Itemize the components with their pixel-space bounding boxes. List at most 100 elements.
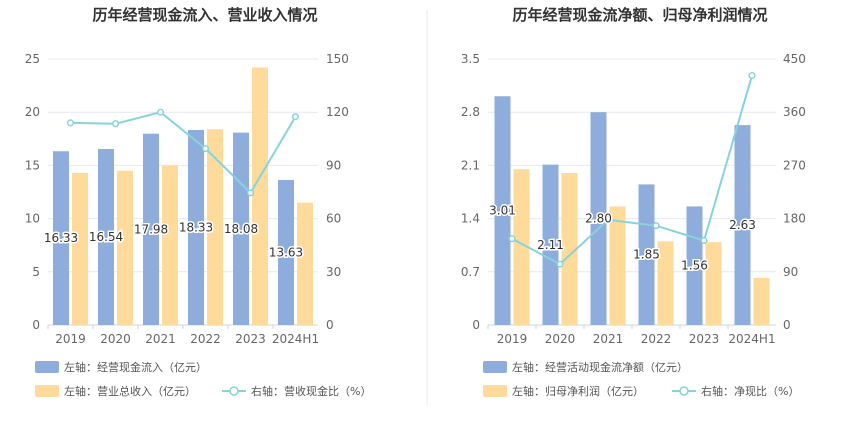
right-axis-tick-label: 150 — [326, 52, 349, 66]
bar-data-label: 1.56 — [681, 259, 708, 273]
legend-label-series-3: 右轴：净现比（%） — [701, 384, 799, 398]
line-point — [111, 120, 120, 128]
legend-swatch-series-1 — [35, 361, 59, 373]
left-axis-tick-label: 25 — [25, 52, 40, 66]
bar-series-1 — [143, 133, 159, 325]
bar-series-1 — [638, 184, 655, 325]
left-axis-tick-label: 0 — [472, 318, 480, 332]
right-axis-tick-label: 360 — [783, 105, 806, 119]
line-point — [556, 260, 564, 268]
bar-series-1 — [542, 164, 559, 325]
x-axis-category-label: 2021 — [145, 332, 176, 346]
x-axis-category-label: 2024H1 — [728, 332, 775, 346]
x-axis-category-label: 2023 — [689, 332, 720, 346]
legend-swatch-line-marker — [679, 386, 689, 396]
left-axis-tick-label: 5 — [32, 265, 40, 279]
legend: 左轴：经营现金流入（亿元） 左轴：营业总收入（亿元） 右轴：营收现金比（%） — [35, 360, 371, 398]
bar-series-2 — [252, 67, 268, 326]
left-axis-tick-label: 0 — [32, 318, 40, 332]
bar-series-2 — [705, 242, 722, 325]
bar-data-label: 16.33 — [44, 231, 78, 245]
x-axis-category-label: 2019 — [55, 332, 86, 346]
bar-data-label: 2.80 — [585, 212, 612, 226]
x-axis-category-label: 2022 — [641, 332, 672, 346]
bar-series-1 — [53, 151, 69, 325]
right-axis-tick-label: 30 — [326, 265, 341, 279]
bar-series-1 — [590, 112, 607, 325]
legend-label-series-3: 右轴：营收现金比（%） — [251, 384, 371, 398]
line-point — [748, 72, 756, 80]
chart-title: 历年经营现金流净额、归母净利润情况 — [512, 6, 767, 24]
x-axis-category-label: 2020 — [545, 332, 576, 346]
line-point — [604, 216, 612, 224]
bar-series-2 — [72, 172, 88, 325]
line-series — [70, 111, 297, 195]
left-axis-tick-label: 3.5 — [461, 52, 480, 66]
legend-label-series-1: 左轴：经营活动现金流净额（亿元） — [512, 360, 688, 374]
bar-series-1 — [734, 125, 751, 326]
left-axis-tick-label: 2.1 — [461, 158, 480, 172]
right-axis-tick-label: 90 — [326, 158, 341, 172]
bar-series-2 — [117, 170, 133, 325]
bar-series-1 — [98, 149, 114, 325]
bar-series-2 — [207, 129, 223, 325]
line-point — [156, 108, 165, 116]
left-axis-tick-label: 1.4 — [461, 212, 480, 226]
left-axis-tick-label: 15 — [25, 158, 40, 172]
line-series — [511, 75, 753, 266]
line-point — [700, 236, 708, 245]
bar-data-label: 17.98 — [134, 222, 168, 236]
x-axis-category-label: 2019 — [497, 332, 528, 346]
x-axis-category-label: 2024H1 — [272, 332, 319, 346]
line-point — [246, 189, 255, 197]
right-axis-tick-label: 90 — [783, 265, 798, 279]
legend-swatch-line-marker — [229, 386, 239, 396]
x-axis-category-label: 2021 — [593, 332, 624, 346]
bar-series-2 — [513, 169, 530, 325]
line-point — [66, 119, 75, 127]
legend-label-series-2: 左轴：归母净利润（亿元） — [512, 384, 644, 398]
x-axis-category-label: 2022 — [190, 332, 221, 346]
chart-panel-2: 历年经营现金流净额、归母净利润情况 0 0 0.7 90 1.4 180 2.1 270 2.8 3… — [461, 6, 806, 398]
x-axis-category-label: 2020 — [100, 332, 131, 346]
bar-series-1 — [278, 179, 294, 325]
bar-series-2 — [609, 206, 626, 325]
left-axis-tick-label: 2.8 — [461, 105, 480, 119]
bar-series-2 — [657, 241, 674, 325]
chart-title: 历年经营现金流入、营业收入情况 — [92, 6, 317, 24]
line-point — [291, 113, 300, 121]
bar-data-label: 2.63 — [729, 218, 756, 232]
bar-series-2 — [297, 202, 313, 325]
bar-data-label: 1.85 — [633, 248, 660, 262]
bar-data-label: 3.01 — [489, 204, 516, 218]
line-point — [508, 235, 516, 243]
legend-swatch-series-1 — [483, 361, 507, 373]
line-point — [652, 222, 660, 230]
right-axis-tick-label: 120 — [326, 105, 349, 119]
bar-data-label: 16.54 — [89, 230, 123, 244]
x-axis-category-label: 2023 — [235, 332, 266, 346]
legend-label-series-1: 左轴：经营现金流入（亿元） — [64, 360, 207, 374]
bar-series-1 — [494, 96, 511, 326]
bar-series-2 — [162, 165, 178, 325]
right-axis-tick-label: 180 — [783, 212, 806, 226]
left-axis-tick-label: 0.7 — [461, 265, 480, 279]
line-point — [201, 145, 210, 153]
bar-series-2 — [561, 173, 578, 325]
right-axis-tick-label: 60 — [326, 212, 341, 226]
right-axis-tick-label: 270 — [783, 158, 806, 172]
bar-series-1 — [188, 129, 204, 325]
bar-data-label: 13.63 — [269, 245, 303, 259]
legend-swatch-series-2 — [35, 385, 59, 397]
left-axis-tick-label: 10 — [25, 212, 40, 226]
bar-data-label: 18.08 — [224, 222, 258, 236]
legend-label-series-2: 左轴：营业总收入（亿元） — [64, 384, 196, 398]
bar-data-label: 2.11 — [537, 238, 564, 252]
bar-series-2 — [753, 277, 770, 325]
right-axis-tick-label: 0 — [326, 318, 334, 332]
left-axis-tick-label: 20 — [25, 105, 40, 119]
right-axis-tick-label: 0 — [783, 318, 791, 332]
legend-swatch-series-2 — [483, 385, 507, 397]
